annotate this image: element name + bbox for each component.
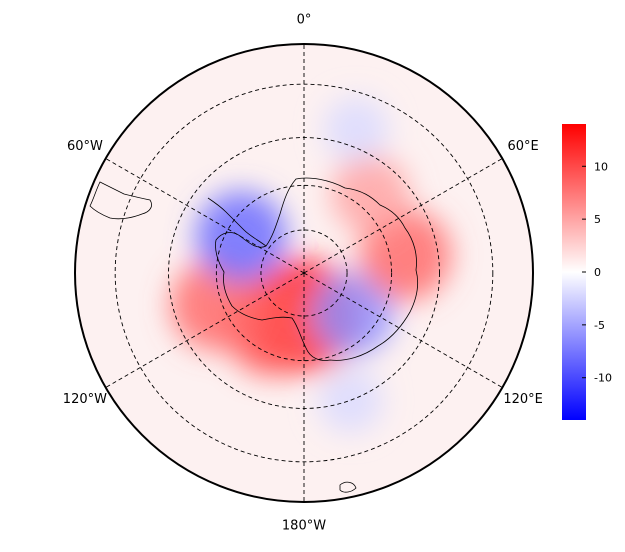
- south-america-tip: [89, 181, 152, 220]
- new-zealand-island: [339, 481, 357, 493]
- longitude-label-1: 60°E: [507, 139, 538, 154]
- colorbar-tick-label-2: 0: [594, 266, 601, 279]
- latitude-circle-0: [114, 83, 494, 463]
- anomaly-blob-8: [317, 367, 383, 433]
- colorbar: 10 5 0 -5 -10: [562, 124, 612, 420]
- anomaly-field: [170, 97, 452, 433]
- meridian-line-5: [105, 158, 305, 274]
- colorbar-tick-label-1: 5: [594, 213, 601, 226]
- longitude-label-4: 120°W: [63, 392, 107, 407]
- meridian-line-2: [303, 272, 503, 388]
- map-disc: [74, 43, 534, 503]
- meridian-line-4: [105, 272, 305, 388]
- longitude-label-5: 60°W: [67, 139, 103, 154]
- latitude-circle-3: [260, 229, 348, 317]
- longitude-label-2: 120°E: [503, 392, 543, 407]
- colorbar-ticks: 10 5 0 -5 -10: [582, 160, 612, 385]
- meridian-line-1: [303, 158, 503, 274]
- colorbar-tick-label-4: -10: [594, 372, 612, 385]
- colorbar-tick-label-0: 10: [594, 160, 608, 173]
- longitude-label-3: 180°W: [282, 519, 326, 534]
- anomaly-blob-4: [311, 272, 394, 356]
- anomaly-blob-5: [359, 209, 452, 301]
- colorbar-tick-label-3: -5: [594, 319, 605, 332]
- map-boundary: [74, 43, 534, 503]
- longitude-label-0: 0°: [297, 13, 312, 28]
- anomaly-blob-7: [323, 97, 389, 163]
- latitude-circle-2: [215, 184, 393, 362]
- antarctic-peninsula: [207, 197, 267, 247]
- longitude-labels: 0° 60°E 120°E 180°W 120°W 60°W: [63, 13, 543, 534]
- graticule: [105, 44, 503, 502]
- anomaly-blob-6: [331, 155, 410, 234]
